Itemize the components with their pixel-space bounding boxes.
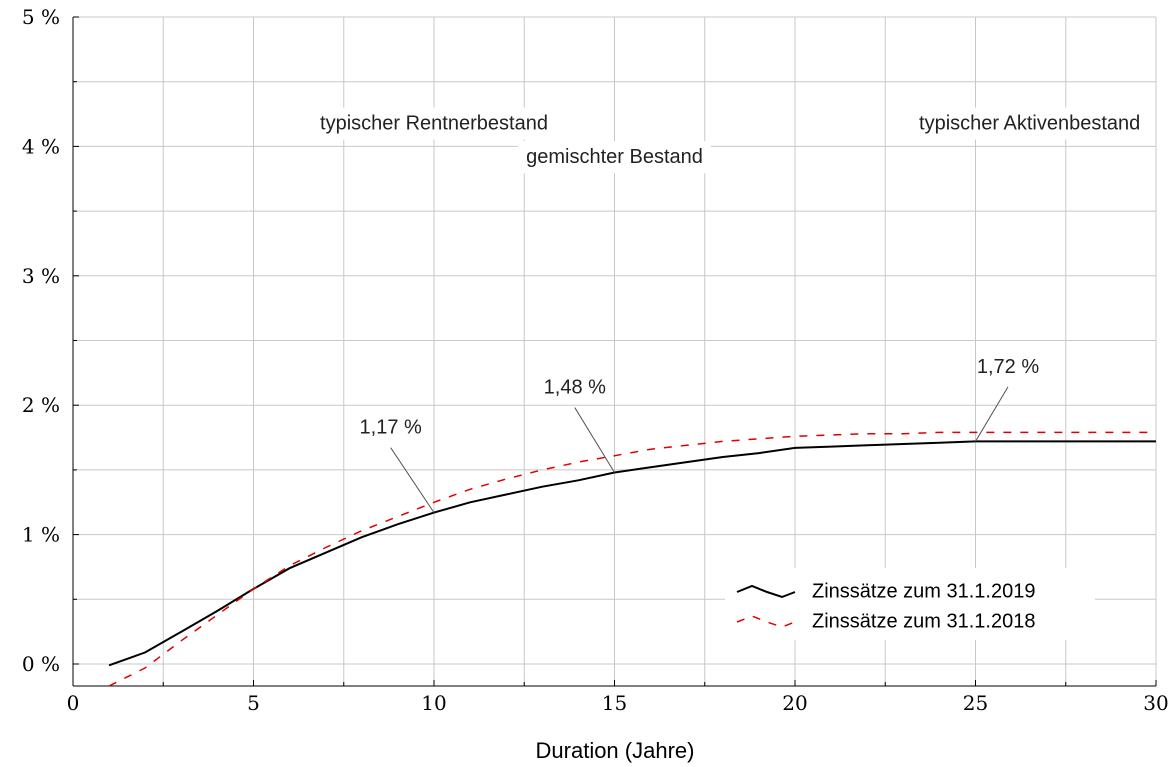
y-tick-label: 0 % — [22, 652, 60, 676]
region-label: gemischter Bestand — [526, 146, 703, 168]
series-line-1 — [108, 431, 1156, 687]
x-tick-label: 25 — [963, 691, 988, 715]
annotations: 1,17 % 1,48 % 1,72 % — [360, 356, 1039, 513]
region-label: typischer Rentnerbestand — [320, 113, 548, 135]
legend-entry-2018: Zinssätze zum 31.1.2018 — [812, 610, 1035, 632]
region-label: typischer Aktivenbestand — [919, 113, 1140, 135]
region-label-background — [911, 107, 1149, 140]
annotation-label: 1,48 % — [544, 377, 606, 399]
annotation-leader-line — [574, 407, 615, 473]
x-axis-title: Duration (Jahre) — [536, 738, 695, 763]
annotation-label: 1,17 % — [360, 417, 422, 439]
series-lines — [108, 431, 1156, 687]
y-tick-label: 5 % — [22, 5, 60, 29]
legend-swatch-2019 — [736, 584, 796, 599]
x-tick-label: 15 — [602, 691, 627, 715]
annotation-label: 1,72 % — [977, 356, 1039, 378]
legend: Zinssätze zum 31.1.2019 Zinssätze zum 31… — [725, 568, 1095, 640]
region-label-background — [518, 141, 711, 174]
y-tick-label: 1 % — [22, 523, 60, 547]
y-tick-label: 2 % — [22, 393, 60, 417]
x-tick-label: 30 — [1143, 691, 1168, 715]
region-labels: typischer Rentnerbestand gemischter Besta… — [312, 107, 1149, 174]
series-line-0 — [108, 440, 1156, 667]
x-tick-label: 5 — [247, 691, 260, 715]
x-tick-label: 0 — [67, 691, 80, 715]
annotation-leader-line — [975, 386, 1009, 442]
region-label-background — [312, 107, 556, 140]
x-tick-label: 20 — [782, 691, 807, 715]
x-tick-label: 10 — [421, 691, 446, 715]
legend-swatch-2018 — [736, 615, 796, 628]
legend-entry-2019: Zinssätze zum 31.1.2019 — [812, 580, 1035, 602]
axes: 0 5 10 15 20 25 30 0 % 1 % 2 % 3 % 4 % 5 % — [22, 5, 1169, 715]
y-tick-label: 4 % — [22, 134, 60, 158]
y-tick-label: 3 % — [22, 264, 60, 288]
annotation-leader-line — [390, 447, 435, 513]
legend-background — [725, 568, 1095, 640]
